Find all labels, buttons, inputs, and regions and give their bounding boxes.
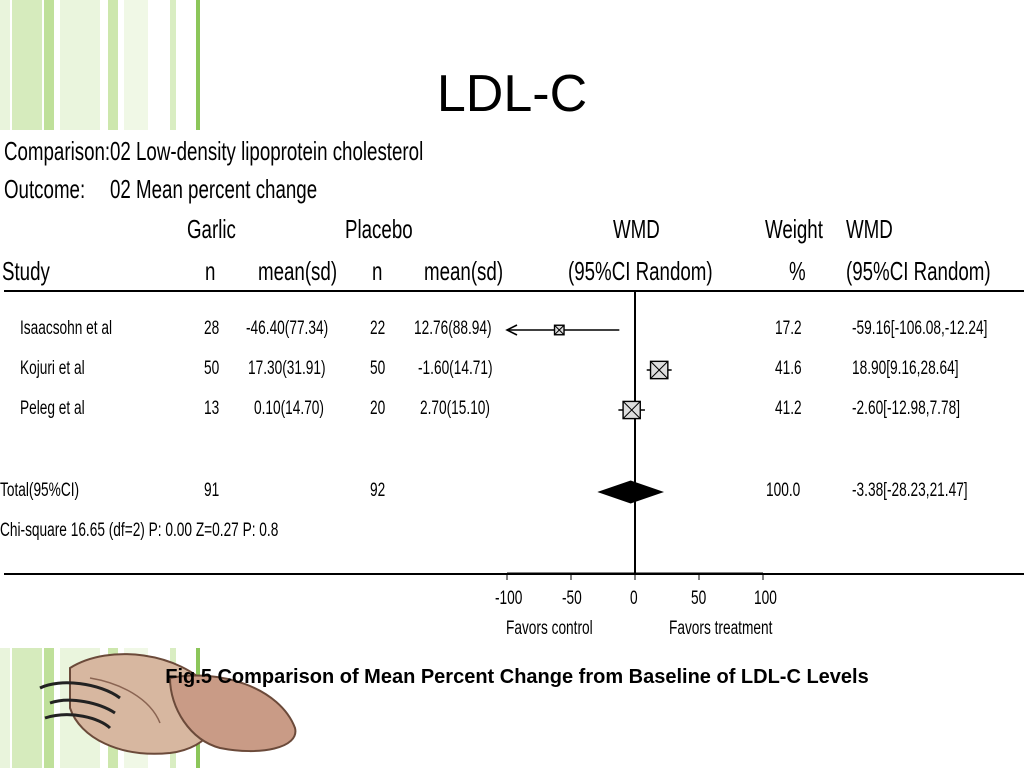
ci-clip-arrow <box>505 324 518 336</box>
header-rule <box>4 290 1024 292</box>
point-estimate-hatch <box>650 360 669 380</box>
header-n-garlic: n <box>205 256 216 286</box>
total-weight: 100.0 <box>766 480 801 501</box>
tick-label: 0 <box>630 588 638 609</box>
heterogeneity-stats: Chi-square 16.65 (df=2) P: 0.00 Z=0.27 P… <box>0 520 279 541</box>
slide-title: LDL-C <box>436 65 588 123</box>
header-placebo: Placebo <box>345 214 413 244</box>
outcome-label: Outcome: <box>4 174 86 204</box>
study-wmd: -2.60[-12.98,7.78] <box>852 398 960 419</box>
tick-label: -50 <box>562 588 582 609</box>
header-garlic: Garlic <box>187 214 236 244</box>
garlic-n: 28 <box>204 318 220 339</box>
decorative-stripes-top <box>0 0 200 130</box>
placebo-n: 50 <box>370 358 386 379</box>
placebo-n: 20 <box>370 398 386 419</box>
tick-label: 100 <box>754 588 777 609</box>
garlic-illustration <box>39 653 297 755</box>
total-wmd: -3.38[-28.23,21.47] <box>852 480 968 501</box>
tick-label: 50 <box>691 588 707 609</box>
placebo-mean: 2.70(15.10) <box>420 398 490 419</box>
garlic-mean: 17.30(31.91) <box>248 358 326 379</box>
total-placebo-n: 92 <box>370 480 386 501</box>
tick-label: -100 <box>495 588 523 609</box>
figure-caption: Fig.5 Comparison of Mean Percent Change … <box>165 666 869 688</box>
header-wmd-2: WMD <box>846 214 893 244</box>
favors-treatment-label: Favors treatment <box>669 618 773 639</box>
point-estimate-hatch <box>622 401 641 419</box>
garlic-mean: 0.10(14.70) <box>254 398 324 419</box>
total-label: Total(95%CI) <box>0 480 80 501</box>
header-weight: Weight <box>765 214 823 244</box>
header-percent: % <box>789 256 806 286</box>
study-name: Kojuri et al <box>20 358 85 379</box>
garlic-mean: -46.40(77.34) <box>246 318 329 339</box>
study-weight: 41.2 <box>775 398 802 419</box>
comparison-label: Comparison: <box>4 136 111 166</box>
garlic-n: 50 <box>204 358 220 379</box>
point-estimate-hatch <box>554 324 565 336</box>
study-weight: 17.2 <box>775 318 802 339</box>
comparison-value: 02 Low-density lipoprotein cholesterol <box>110 136 424 166</box>
header-ci: (95%CI Random) <box>568 256 713 286</box>
placebo-mean: 12.76(88.94) <box>414 318 492 339</box>
pooled-diamond <box>597 480 665 504</box>
header-wmd: WMD <box>613 214 660 244</box>
header-n-placebo: n <box>372 256 383 286</box>
header-mean-garlic: mean(sd) <box>258 256 338 286</box>
footer-rule <box>4 573 1024 575</box>
header-ci-2: (95%CI Random) <box>846 256 991 286</box>
total-garlic-n: 91 <box>204 480 220 501</box>
study-wmd: -59.16[-106.08,-12.24] <box>852 318 988 339</box>
header-mean-placebo: mean(sd) <box>424 256 504 286</box>
study-wmd: 18.90[9.16,28.64] <box>852 358 959 379</box>
outcome-value: 02 Mean percent change <box>110 174 318 204</box>
placebo-mean: -1.60(14.71) <box>418 358 493 379</box>
study-name: Isaacsohn et al <box>20 318 113 339</box>
study-name: Peleg et al <box>20 398 85 419</box>
placebo-n: 22 <box>370 318 386 339</box>
study-weight: 41.6 <box>775 358 802 379</box>
favors-control-label: Favors control <box>506 618 593 639</box>
header-study: Study <box>2 256 50 286</box>
garlic-n: 13 <box>204 398 220 419</box>
